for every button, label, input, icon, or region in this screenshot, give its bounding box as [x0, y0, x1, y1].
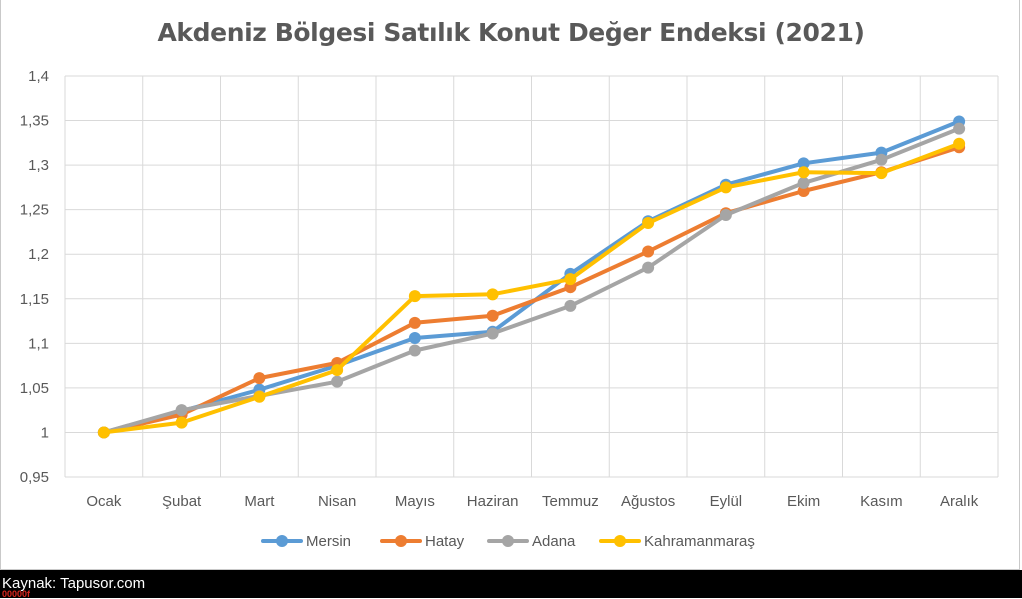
- legend-item-hatay: Hatay: [380, 533, 465, 550]
- y-tick-labels: 0,95 1 1,05 1,1 1,15 1,2 1,25 1,3 1,35 1,4: [20, 68, 49, 486]
- x-tick-label: Şubat: [162, 493, 202, 510]
- y-tick-label: 1,05: [20, 380, 49, 397]
- y-tick-label: 1,15: [20, 291, 49, 308]
- x-tick-label: Kasım: [860, 493, 903, 510]
- data-point: [253, 390, 266, 403]
- x-tick-label: Haziran: [467, 493, 519, 510]
- series-kahramanmaraş: [97, 137, 966, 439]
- y-tick-label: 1: [41, 424, 49, 441]
- legend-label: Adana: [532, 533, 576, 550]
- x-tick-label: Mayıs: [395, 493, 435, 510]
- footer-bar: Kaynak: Tapusor.com 00000f: [0, 570, 1022, 599]
- data-point: [642, 217, 655, 230]
- x-tick-label: Mart: [244, 493, 275, 510]
- data-point: [253, 372, 266, 385]
- data-point: [797, 166, 810, 179]
- y-tick-label: 1,2: [28, 246, 49, 263]
- legend-label: Hatay: [425, 533, 465, 550]
- y-tick-label: 1,1: [28, 335, 49, 352]
- data-point: [642, 245, 655, 258]
- series-line: [101, 126, 962, 435]
- x-tick-label: Aralık: [940, 493, 979, 510]
- x-tick-label: Ocak: [86, 493, 122, 510]
- data-point: [331, 375, 344, 388]
- legend-label: Kahramanmaraş: [644, 533, 755, 550]
- x-tick-label: Temmuz: [542, 493, 599, 510]
- legend-item-mersin: Mersin: [261, 533, 351, 550]
- line-chart: 0,95 1 1,05 1,1 1,15 1,2 1,25 1,3 1,35 1,4 Ocak Şu…: [20, 68, 999, 550]
- data-point: [797, 176, 810, 189]
- data-point: [564, 273, 577, 286]
- series-line: [101, 141, 962, 435]
- data-point: [486, 327, 499, 340]
- x-tick-label: Eylül: [710, 493, 743, 510]
- chart-title: Akdeniz Bölgesi Satılık Konut Değer Ende…: [157, 18, 865, 47]
- data-point: [719, 181, 732, 194]
- y-tick-label: 0,95: [20, 469, 49, 486]
- x-tick-label: Ağustos: [621, 493, 675, 510]
- x-tick-labels: Ocak Şubat Mart Nisan Mayıs Haziran Temmuz Ağus…: [86, 493, 978, 510]
- legend-item-adana: Adana: [487, 533, 576, 550]
- y-tick-label: 1,4: [28, 68, 49, 85]
- x-tick-label: Ekim: [787, 493, 820, 510]
- data-point: [175, 404, 188, 417]
- legend: Mersin Hatay Adana Kahramanmaraş: [261, 533, 755, 550]
- y-tick-label: 1,35: [20, 113, 49, 130]
- legend-marker: [276, 535, 288, 547]
- data-point: [564, 299, 577, 312]
- data-point: [97, 426, 110, 439]
- data-point: [331, 364, 344, 377]
- data-point: [875, 167, 888, 180]
- legend-label: Mersin: [306, 533, 351, 550]
- data-point: [642, 261, 655, 274]
- legend-marker: [502, 535, 514, 547]
- data-point: [953, 137, 966, 150]
- data-point: [953, 122, 966, 135]
- data-point: [719, 209, 732, 222]
- chart-frame: Akdeniz Bölgesi Satılık Konut Değer Ende…: [0, 0, 1020, 570]
- data-point: [408, 331, 421, 344]
- data-point: [486, 309, 499, 322]
- legend-marker: [614, 535, 626, 547]
- y-tick-label: 1,25: [20, 202, 49, 219]
- watermark-mark: 00000f: [2, 589, 31, 599]
- data-point: [797, 157, 810, 170]
- x-tick-label: Nisan: [318, 493, 356, 510]
- data-point: [408, 290, 421, 303]
- series-layer: [97, 115, 966, 439]
- y-tick-label: 1,3: [28, 157, 49, 174]
- data-point: [408, 344, 421, 357]
- data-point: [175, 416, 188, 429]
- legend-item-kahramanmaraş: Kahramanmaraş: [599, 533, 755, 550]
- data-point: [486, 288, 499, 301]
- grid-layer: [64, 75, 999, 478]
- data-point: [875, 153, 888, 166]
- legend-marker: [395, 535, 407, 547]
- series-line: [101, 145, 962, 435]
- data-point: [408, 316, 421, 329]
- source-label: Kaynak: Tapusor.com: [2, 575, 146, 592]
